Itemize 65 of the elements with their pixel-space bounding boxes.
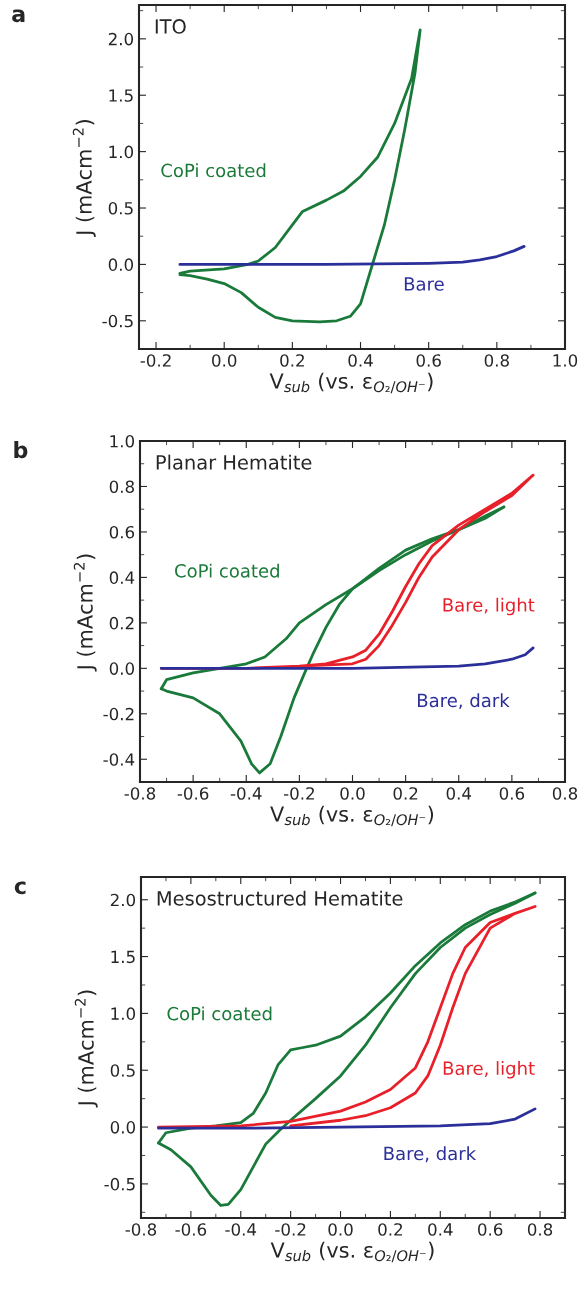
series-label: Bare, dark (418, 693, 510, 710)
x-tick-label: -0.8 (125, 1223, 157, 1236)
y-tick-label: 1.0 (110, 434, 135, 448)
text: Mesostructured Hematite (157, 890, 403, 906)
x-tick-label: 0.0 (328, 1223, 353, 1236)
y-tick-label: 0.8 (109, 480, 134, 494)
y-tick-label: 1.5 (109, 89, 133, 102)
series-label: Bare, light (443, 597, 535, 616)
series-label: CoPi coated (167, 1006, 272, 1021)
x-tick-label: 0.2 (378, 1223, 402, 1236)
chart-title: a (12, 9, 25, 23)
y-tick-label: -0.5 (104, 1177, 135, 1191)
x-tick-label: 0.0 (340, 787, 365, 800)
x-axis-title: V$_{sub}$ (vs. ε$_{O₂/OH⁻}$) (270, 1241, 434, 1263)
chart-title: c (14, 881, 26, 895)
x-tick-label: 0.4 (446, 787, 472, 800)
x-tick-label: -0.6 (177, 787, 209, 800)
text: ITO (155, 19, 186, 34)
y-tick-label: 0.6 (109, 525, 135, 539)
chart-title: b (14, 441, 28, 459)
y-tick-label: 2.0 (108, 32, 134, 46)
series-label: Bare, light (443, 1061, 535, 1079)
x-tick-label: -0.2 (275, 1223, 306, 1236)
y-tick-label: 0.0 (108, 258, 134, 271)
y-tick-label: 0.5 (108, 201, 133, 215)
x-tick-label: -0.4 (230, 787, 262, 800)
x-tick-label: 0.6 (478, 1223, 503, 1236)
y-tick-label: -0.2 (103, 707, 134, 721)
x-tick-label: 0.8 (527, 1223, 553, 1236)
x-tick-label: 0.6 (499, 787, 525, 800)
x-tick-label: 1.0 (553, 354, 578, 367)
y-tick-label: -0.5 (102, 314, 133, 328)
y-tick-label: -0.4 (103, 753, 135, 766)
x-tick-label: -0.2 (140, 354, 171, 367)
x-tick-label: 0.4 (348, 354, 373, 367)
text: CoPi coated (175, 563, 279, 578)
text: CoPi coated (161, 163, 266, 178)
x-tick-label: 0.2 (280, 354, 304, 367)
y-tick-label: 0.0 (109, 662, 135, 675)
y-tick-label: 1.5 (111, 950, 135, 964)
y-tick-label: 0.0 (110, 1121, 136, 1134)
y-axis-title: J (mAcm$^{−2}$) (74, 990, 98, 1108)
x-tick-label: -0.8 (124, 787, 156, 800)
y-tick-label: 1.0 (111, 1007, 136, 1020)
x-axis-title: V$_{sub}$ (vs. ε$_{O₂/OH⁻}$) (269, 372, 433, 394)
x-tick-label: 0.8 (552, 787, 578, 800)
series-label: Bare (404, 277, 444, 291)
y-axis-title: J (mAcm$^{−2}$) (72, 120, 96, 237)
y-tick-label: 0.4 (109, 571, 135, 584)
x-tick-label: 0.4 (428, 1223, 453, 1236)
x-tick-label: 0.2 (393, 787, 418, 800)
text: Planar Hematite (156, 454, 312, 470)
series-label: Bare, dark (384, 1146, 477, 1163)
y-tick-label: 1.0 (109, 145, 134, 159)
y-tick-label: 2.0 (110, 893, 136, 907)
x-tick-label: 0.8 (484, 354, 509, 367)
x-tick-label: -0.6 (175, 1223, 207, 1236)
x-tick-label: 0.0 (212, 354, 237, 367)
y-axis-title: J (mAcm$^{−2}$) (73, 554, 97, 672)
y-tick-label: 0.5 (110, 1064, 135, 1077)
y-tick-label: 0.2 (109, 616, 134, 630)
x-axis-title: V$_{sub}$ (vs. ε$_{O₂/OH⁻}$) (270, 805, 434, 827)
x-tick-label: 0.6 (416, 354, 441, 367)
x-tick-label: -0.2 (283, 787, 314, 800)
x-tick-label: -0.4 (225, 1223, 257, 1236)
